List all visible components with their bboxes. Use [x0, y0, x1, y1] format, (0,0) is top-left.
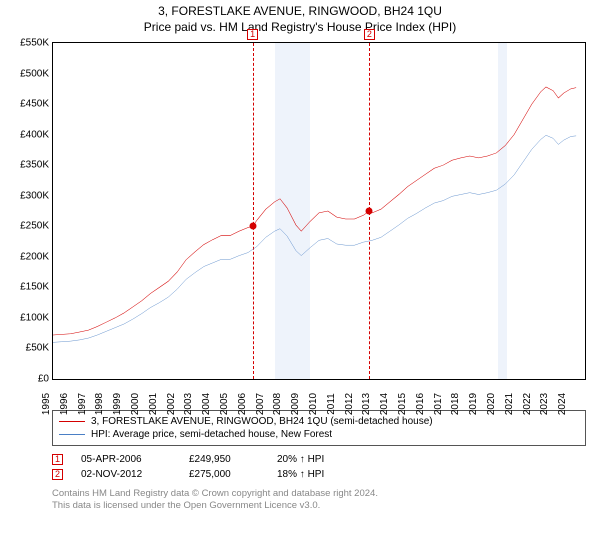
y-axis-label: £150K — [20, 282, 49, 293]
y-axis-label: £550K — [20, 38, 49, 49]
x-axis-label: 2019 — [468, 393, 479, 415]
x-axis-label: 2017 — [433, 393, 444, 415]
title-block: 3, FORESTLAKE AVENUE, RINGWOOD, BH24 1QU… — [0, 0, 600, 34]
page: 3, FORESTLAKE AVENUE, RINGWOOD, BH24 1QU… — [0, 0, 600, 560]
legend-label: HPI: Average price, semi-detached house,… — [91, 429, 332, 440]
y-axis-label: £0 — [38, 374, 49, 385]
x-axis-label: 2004 — [201, 393, 212, 415]
footer-line-2: This data is licensed under the Open Gov… — [52, 500, 586, 512]
sale-hpi: 20% ↑ HPI — [277, 454, 347, 465]
chart-subtitle: Price paid vs. HM Land Registry's House … — [0, 20, 600, 34]
x-axis-label: 2014 — [379, 393, 390, 415]
chart-title: 3, FORESTLAKE AVENUE, RINGWOOD, BH24 1QU — [0, 4, 600, 18]
y-axis-label: £200K — [20, 251, 49, 262]
legend-swatch — [59, 434, 85, 435]
x-axis-label: 2016 — [415, 393, 426, 415]
x-axis-label: 1995 — [41, 393, 52, 415]
series-line-hpi — [53, 135, 576, 342]
x-axis-label: 2024 — [557, 393, 568, 415]
x-axis-label: 2006 — [237, 393, 248, 415]
y-axis-label: £300K — [20, 190, 49, 201]
y-axis-label: £50K — [26, 343, 49, 354]
chart: £0 £50K £100K £150K £200K £250K £300K £350K £400… — [14, 42, 586, 404]
x-axis-label: 2008 — [272, 393, 283, 415]
x-axis-label: 2020 — [486, 393, 497, 415]
sale-date: 02-NOV-2012 — [81, 469, 171, 480]
x-axis-label: 2021 — [504, 393, 515, 415]
x-axis-label: 2003 — [183, 393, 194, 415]
x-axis-label: 2022 — [522, 393, 533, 415]
sales-table: 1 05-APR-2006 £249,950 20% ↑ HPI 2 02-NOV-201… — [52, 452, 586, 482]
x-axis-label: 2013 — [361, 393, 372, 415]
footer-line-1: Contains HM Land Registry data © Crown c… — [52, 488, 586, 500]
sale-date: 05-APR-2006 — [81, 454, 171, 465]
sale-row: 2 02-NOV-2012 £275,000 18% ↑ HPI — [52, 467, 586, 482]
footer: Contains HM Land Registry data © Crown c… — [52, 488, 586, 513]
y-axis-label: £350K — [20, 160, 49, 171]
sale-row: 1 05-APR-2006 £249,950 20% ↑ HPI — [52, 452, 586, 467]
x-axis-label: 2010 — [308, 393, 319, 415]
sale-hpi: 18% ↑ HPI — [277, 469, 347, 480]
x-axis-label: 1999 — [112, 393, 123, 415]
sale-marker-box: 1 — [247, 29, 258, 40]
sale-marker-box: 2 — [364, 29, 375, 40]
x-axis-label: 1998 — [94, 393, 105, 415]
legend-row: HPI: Average price, semi-detached house,… — [59, 428, 579, 441]
x-axis-label: 1996 — [59, 393, 70, 415]
x-axis-label: 2005 — [219, 393, 230, 415]
x-axis-label: 2009 — [290, 393, 301, 415]
x-axis-label: 1997 — [77, 393, 88, 415]
series-line-property_price — [53, 87, 576, 335]
x-axis-label: 2018 — [450, 393, 461, 415]
series-svg — [53, 43, 585, 379]
y-axis-label: £400K — [20, 129, 49, 140]
x-axis-label: 2012 — [344, 393, 355, 415]
x-axis-label: 2023 — [539, 393, 550, 415]
y-axis-label: £500K — [20, 68, 49, 79]
sale-price: £249,950 — [189, 454, 259, 465]
x-axis-label: 2002 — [166, 393, 177, 415]
x-axis-label: 2001 — [148, 393, 159, 415]
x-axis-label: 2015 — [397, 393, 408, 415]
x-axis-labels: 1995199619971998199920002001200220032004… — [52, 380, 586, 404]
sale-marker-icon: 2 — [52, 469, 63, 480]
x-axis-label: 2011 — [326, 393, 337, 415]
y-axis-label: £100K — [20, 312, 49, 323]
sale-price: £275,000 — [189, 469, 259, 480]
legend-label: 3, FORESTLAKE AVENUE, RINGWOOD, BH24 1QU… — [91, 416, 433, 427]
y-axis-label: £450K — [20, 99, 49, 110]
y-axis-label: £250K — [20, 221, 49, 232]
legend-swatch — [59, 421, 85, 422]
x-axis-label: 2007 — [255, 393, 266, 415]
x-axis-label: 2000 — [130, 393, 141, 415]
legend-row: 3, FORESTLAKE AVENUE, RINGWOOD, BH24 1QU… — [59, 415, 579, 428]
sale-marker-icon: 1 — [52, 454, 63, 465]
legend: 3, FORESTLAKE AVENUE, RINGWOOD, BH24 1QU… — [52, 410, 586, 446]
plot-area: £0£50K£100K£150K£200K£250K£300K£350K£400… — [52, 42, 586, 380]
